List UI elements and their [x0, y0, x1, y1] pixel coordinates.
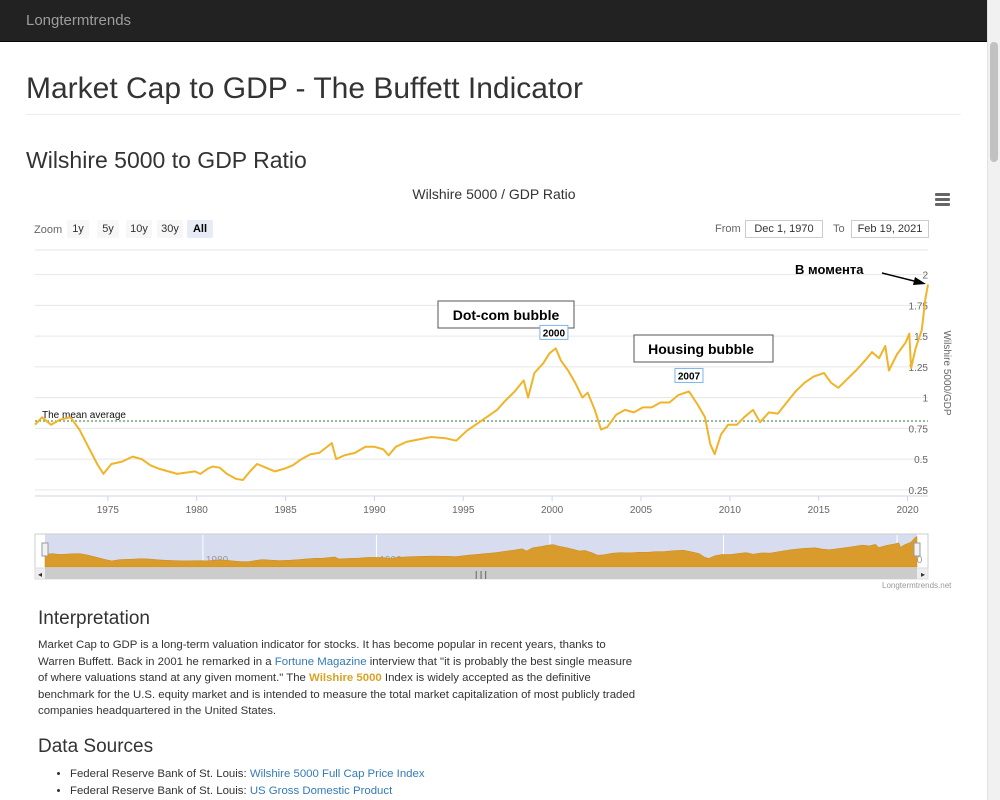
- title-divider: [26, 114, 961, 115]
- chart-menu-icon[interactable]: [935, 192, 951, 206]
- flag-2007-label: 2007: [678, 371, 701, 382]
- dotcom-annotation: Dot-com bubble: [437, 300, 575, 329]
- gdp-source-link[interactable]: US Gross Domestic Product: [249, 784, 393, 797]
- x-tick-label: 1980: [186, 505, 209, 516]
- x-axis-ticks: 1975 1980 1985 1990 1995 2000 2005 2010 2015 2020: [97, 496, 919, 516]
- mean-average-label: The mean average: [42, 410, 126, 421]
- dotcom-annotation-label: Dot-com bubble: [453, 307, 560, 323]
- scrollbar-thumb[interactable]: [990, 42, 998, 162]
- flag-2000: 2000: [539, 324, 569, 340]
- zoom-label: Zoom: [34, 224, 63, 236]
- data-sources-heading: Data Sources: [38, 736, 154, 757]
- zoom-1y-button[interactable]: 1y: [67, 220, 89, 238]
- scroll-left-arrow-icon[interactable]: ◂: [38, 570, 42, 579]
- x-tick-label: 2015: [808, 505, 831, 516]
- navigator-scrollbar-thumb[interactable]: [45, 568, 917, 579]
- wilshire-source-link[interactable]: Wilshire 5000 Full Cap Price Index: [249, 768, 425, 780]
- y-tick-label: 2: [922, 271, 928, 282]
- scroll-right-arrow-icon[interactable]: ▸: [921, 570, 925, 579]
- x-tick-label: 1990: [363, 505, 386, 516]
- zoom-all-button[interactable]: All: [187, 220, 213, 238]
- flag-2000-label: 2000: [543, 328, 566, 339]
- y-tick-label: 0.75: [909, 424, 929, 435]
- y-tick-label: 0.25: [909, 486, 929, 497]
- to-date-input[interactable]: [851, 220, 929, 238]
- interpretation-text: Market Cap to GDP is a long-term valuati…: [38, 637, 643, 720]
- y-tick-label: 0.5: [914, 455, 928, 466]
- x-tick-label: 2000: [541, 505, 564, 516]
- housing-annotation: Housing bubble: [633, 334, 774, 363]
- interpretation-text-part: Market Cap to GDP is a long-term valuati…: [38, 639, 606, 668]
- zoom-30y-button[interactable]: 30y: [157, 220, 183, 238]
- scrollbar-grip-icon: |||: [474, 570, 488, 579]
- x-tick-label: 1995: [452, 505, 475, 516]
- x-tick-label: 2005: [630, 505, 653, 516]
- y-tick-label: 1.25: [909, 363, 929, 374]
- zoom-5y-button[interactable]: 5y: [97, 220, 119, 238]
- current-annotation-label: В момента: [795, 262, 864, 277]
- x-tick-label: 2020: [896, 505, 919, 516]
- chart-grid: [35, 249, 928, 491]
- interpretation-heading: Interpretation: [38, 608, 150, 629]
- current-arrow: [881, 272, 919, 283]
- x-tick-label: 2010: [719, 505, 742, 516]
- y-tick-label: 1.5: [914, 332, 928, 343]
- from-label: From: [715, 223, 741, 235]
- data-sources-list: Federal Reserve Bank of St. Louis: Wilsh…: [48, 766, 425, 799]
- list-item: Federal Reserve Bank of St. Louis: Wilsh…: [70, 766, 425, 783]
- navigator-left-handle[interactable]: [41, 542, 49, 557]
- interpretation-text-part: Index is widely accepted as the definiti…: [38, 672, 636, 717]
- from-date-input[interactable]: [745, 220, 823, 238]
- chart-navigator[interactable]: 19801990200020102020 ◂ ▸ |||: [34, 533, 929, 580]
- chart-title: Wilshire 5000 / GDP Ratio: [412, 186, 576, 202]
- current-annotation: В момента: [795, 262, 926, 285]
- series-line: [34, 284, 929, 481]
- page-title: Market Cap to GDP - The Buffett Indicato…: [26, 72, 583, 105]
- source-prefix: Federal Reserve Bank of St. Louis:: [70, 768, 250, 780]
- x-tick-label: 1985: [274, 505, 297, 516]
- flag-2007: 2007: [674, 367, 704, 383]
- y-tick-label: 1.75: [909, 301, 929, 312]
- navbar: Longtermtrends: [0, 0, 988, 42]
- y-tick-label: 1: [922, 394, 928, 405]
- source-prefix: Federal Reserve Bank of St. Louis:: [70, 784, 250, 797]
- navigator-area: [44, 535, 918, 568]
- y-axis-ticks: 0.25 0.5 0.75 1 1.25 1.5 1.75 2: [909, 271, 929, 497]
- fortune-magazine-link[interactable]: Fortune Magazine: [274, 655, 367, 668]
- arrow-head-icon: [913, 277, 926, 285]
- list-item: Federal Reserve Bank of St. Louis: US Gr…: [70, 783, 425, 800]
- page-scrollbar[interactable]: [987, 0, 1000, 800]
- brand-link[interactable]: Longtermtrends: [26, 12, 132, 29]
- y-axis-label: Wilshire 5000/GDP: [941, 330, 952, 415]
- wilshire-highlight: Wilshire 5000: [309, 672, 382, 684]
- chart-credits[interactable]: Longtermtrends.net: [882, 581, 952, 590]
- x-tick-label: 1975: [97, 505, 120, 516]
- line-chart: 0.25 0.5 0.75 1 1.25 1.5 1.75 2 1975 1980 1985 199…: [34, 249, 952, 580]
- housing-annotation-label: Housing bubble: [648, 341, 754, 357]
- navigator-right-handle[interactable]: [913, 542, 921, 557]
- section-title: Wilshire 5000 to GDP Ratio: [26, 147, 307, 173]
- interpretation-text-part: interview that "it is probably the best …: [38, 655, 633, 685]
- zoom-10y-button[interactable]: 10y: [126, 220, 152, 238]
- to-label: To: [833, 223, 845, 235]
